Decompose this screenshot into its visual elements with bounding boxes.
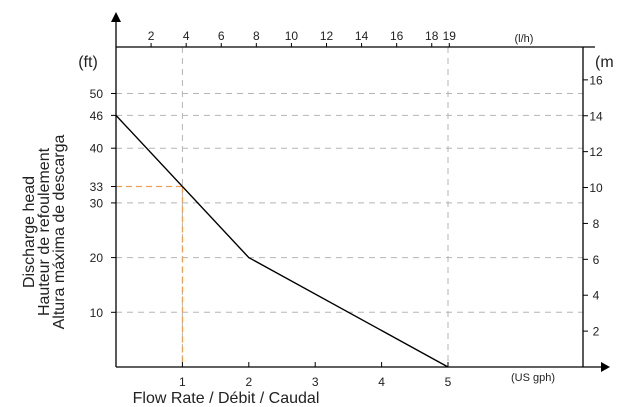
x-tick-label: 3 [312, 375, 319, 389]
x-top-tick-label: 4 [183, 29, 190, 43]
y-tick-label: 10 [90, 306, 104, 320]
axis-titles: Flow Rate / Débit / Caudal Discharge head… [21, 135, 319, 407]
operating-point-guides [116, 185, 183, 367]
x-tick-label: 4 [378, 375, 385, 389]
y-tick-label: 33 [90, 180, 104, 194]
y-tick-label: 50 [90, 87, 104, 101]
y-right-tick-label: 8 [593, 217, 600, 231]
y-axis-title-3: Altura máxima de descarga [51, 135, 68, 330]
y-right-tick-label: 14 [589, 109, 603, 123]
x-axis-title: Flow Rate / Débit / Caudal [133, 390, 320, 407]
x-tick-label: 1 [179, 375, 186, 389]
x-tick-label: 2 [245, 375, 252, 389]
y-right-tick-label: 2 [593, 325, 600, 339]
grid-lines [116, 47, 583, 367]
y-right-tick-label: 16 [589, 73, 603, 87]
x-top-tick-label: 16 [390, 29, 404, 43]
y-right-unit-label: (m [595, 54, 614, 71]
x-top-tick-label: 19 [443, 29, 457, 43]
y-tick-label: 40 [90, 142, 104, 156]
y-axis-title-2: Hauteur de refoulement [36, 147, 53, 316]
x-top-tick-label: 14 [355, 29, 369, 43]
y-tick-label: 46 [90, 109, 104, 123]
y-right-tick-label: 6 [593, 253, 600, 267]
y-axis-title-1: Discharge head [21, 176, 38, 288]
x-top-tick-label: 8 [253, 29, 260, 43]
x-top-tick-label: 12 [320, 29, 334, 43]
series-line [115, 114, 449, 368]
y-unit-label: (ft) [78, 54, 98, 71]
x-top-unit-label: (l/h) [515, 33, 534, 45]
x-axis-arrowhead [601, 362, 610, 372]
tick-labels: 1 2 3 4 5 (US gph)2 4 6 8 10 12 14 16 18 19 (l/h)102030… [78, 29, 613, 389]
x-top-tick-label: 6 [218, 29, 225, 43]
y-right-tick-label: 4 [593, 289, 600, 303]
y-axis-arrowhead [111, 12, 121, 22]
axes [111, 12, 610, 372]
y-tick-label: 30 [90, 196, 104, 210]
x-tick-label: 5 [445, 375, 452, 389]
y-tick-label: 20 [90, 251, 104, 265]
tick-marks [111, 43, 588, 367]
x-top-tick-label: 10 [285, 29, 299, 43]
y-right-tick-label: 12 [589, 145, 603, 159]
x-unit-label: (US gph) [511, 372, 555, 384]
x-top-tick-label: 2 [148, 29, 155, 43]
performance-curve [115, 114, 449, 368]
y-right-tick-label: 10 [589, 181, 603, 195]
x-top-tick-label: 18 [425, 29, 439, 43]
